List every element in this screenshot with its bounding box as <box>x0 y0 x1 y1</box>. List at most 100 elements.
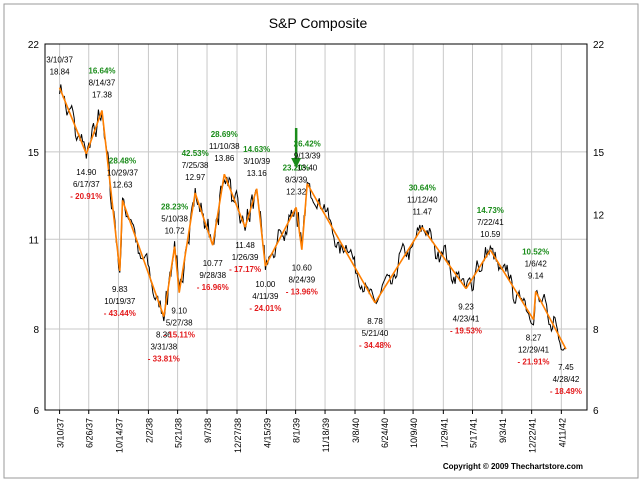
price-series <box>59 84 567 351</box>
annotation-date-label: 4/28/42 <box>553 375 580 384</box>
annotation-value-label: 8.78 <box>367 317 383 326</box>
swing-segment <box>306 183 376 304</box>
annotation-value-label: 12.32 <box>286 187 307 196</box>
annotation-value-label: 9.23 <box>458 303 474 312</box>
x-tick-label: 2/2/38 <box>144 418 154 443</box>
x-tick-label: 1/29/41 <box>439 418 449 448</box>
y-tick-label-right: 12 <box>593 211 605 222</box>
x-tick-label: 6/26/37 <box>85 418 95 448</box>
annotation-pct: 28.23% <box>161 203 188 212</box>
annotation-date-label: 8/14/37 <box>89 78 116 87</box>
x-tick-label: 12/22/41 <box>528 418 538 453</box>
swing-segment <box>85 110 103 155</box>
x-tick-label: 8/1/39 <box>292 418 302 443</box>
y-tick-label-left: 11 <box>29 235 40 246</box>
annotation-pct: 14.63% <box>243 145 270 154</box>
annotation-date-label: 5/21/40 <box>362 329 389 338</box>
chart-title: S&P Composite <box>269 15 368 31</box>
y-tick-label-right: 15 <box>593 148 605 159</box>
arrow-head <box>291 158 302 168</box>
x-tick-label: 4/15/39 <box>262 418 272 448</box>
copyright-text: Copyright © 2009 Thechartstore.com <box>443 462 583 471</box>
swing-segment <box>223 173 246 228</box>
annotation-date-label: 12/29/41 <box>518 346 550 355</box>
annotation-pct: 14.73% <box>477 206 504 215</box>
x-tick-label: 10/14/37 <box>114 418 124 453</box>
swing-segment <box>163 246 176 317</box>
annotation-date-label: 3/10/37 <box>46 56 73 65</box>
annotation-pct: - 24.01% <box>249 304 281 313</box>
swing-segment <box>121 200 165 317</box>
annotation-pct: - 17.17% <box>229 265 261 274</box>
swing-segment <box>101 110 121 272</box>
annotation-date-label: 9/13/39 <box>294 152 321 161</box>
swing-segment <box>532 291 537 320</box>
annotation-date-label: 5/10/38 <box>161 215 188 224</box>
annotation-value-label: 9.83 <box>112 285 128 294</box>
x-tick-label: 5/17/41 <box>468 418 478 448</box>
annotation-value-label: 18.84 <box>50 68 71 77</box>
annotation-pct: - 13.96% <box>286 288 318 297</box>
annotation-date-label: 5/27/38 <box>166 319 193 328</box>
annotation-pct: 16.64% <box>88 66 115 75</box>
x-tick-label: 6/24/40 <box>380 418 390 448</box>
y-axis-ticks: 22 22 15 15 11 12 8 8 6 6 <box>28 40 605 417</box>
annotation-value-label: 10.72 <box>165 227 186 236</box>
price-line <box>59 84 567 351</box>
x-tick-label: 3/10/37 <box>56 418 66 448</box>
annotation-date-label: 3/31/38 <box>150 343 177 352</box>
annotation-value-label: 8.36 <box>156 331 172 340</box>
y-tick-label-right: 8 <box>593 325 599 336</box>
annotation-value-label: 7.45 <box>558 363 574 372</box>
annotation-value-label: 13.86 <box>214 154 235 163</box>
annotation-value-label: 14.90 <box>76 168 97 177</box>
annotation-date-label: 11/12/40 <box>407 195 438 204</box>
swing-labels: 3/10/37 18.84 16.64% 8/14/37 17.38 14.90 6/17/… <box>46 56 582 396</box>
annotation-pct: - 34.48% <box>359 341 391 350</box>
x-tick-label: 11/18/39 <box>321 418 331 452</box>
annotation-pct: - 20.91% <box>70 192 102 201</box>
annotation-value-label: 11.48 <box>235 241 255 250</box>
swing-segment <box>173 246 181 293</box>
annotation-date-label: 10/19/37 <box>104 297 136 306</box>
annotation-value-label: 10.77 <box>203 259 224 268</box>
annotation-pct: - 15.11% <box>163 331 195 340</box>
annotation-date-label: 7/25/38 <box>182 161 209 170</box>
annotation-value-label: 17.38 <box>92 90 113 99</box>
swing-series <box>58 87 567 350</box>
x-tick-label: 3/8/40 <box>351 418 361 443</box>
annotation-value-label: 9.10 <box>171 307 187 316</box>
swing-segment <box>211 174 226 246</box>
annotation-date-label: 9/28/38 <box>199 271 226 280</box>
annotation-pct: - 33.81% <box>148 355 180 364</box>
annotation-date-label: 8/24/39 <box>288 276 315 285</box>
swing-segment <box>178 192 196 293</box>
y-tick-label-right: 22 <box>593 40 605 51</box>
annotation-date-label: 3/10/39 <box>243 157 270 166</box>
annotation-arrow <box>291 128 302 168</box>
swing-segment <box>301 183 309 250</box>
y-tick-label-left: 6 <box>33 406 39 417</box>
swing-segment <box>374 227 423 304</box>
annotation-pct: 23.20% <box>283 163 310 172</box>
annotation-date-label: 6/17/37 <box>73 180 100 189</box>
x-axis-ticks: 3/10/37 6/26/37 10/14/37 2/2/38 5/21/38 9/7/3… <box>56 410 567 453</box>
annotation-value-label: 12.97 <box>185 173 206 182</box>
x-tick-label: 10/9/40 <box>409 418 419 448</box>
annotation-value-label: 8.27 <box>526 334 542 343</box>
y-tick-label-left: 8 <box>33 325 39 336</box>
swing-segment <box>295 207 303 250</box>
annotation-pct: 10.52% <box>522 247 549 256</box>
swing-segment <box>421 227 467 290</box>
swing-segment <box>534 291 567 350</box>
annotation-date-label: 11/10/38 <box>209 142 240 151</box>
annotation-pct: - 43.44% <box>104 309 136 318</box>
annotation-value-label: 10.60 <box>292 264 313 273</box>
annotation-date-label: 8/3/39 <box>285 175 308 184</box>
annotation-pct: - 21.91% <box>518 358 550 367</box>
annotation-pct: - 18.49% <box>550 387 582 396</box>
annotation-pct: 28.48% <box>109 156 136 165</box>
plot-area <box>44 43 588 411</box>
annotation-value-label: 13.40 <box>297 164 318 173</box>
